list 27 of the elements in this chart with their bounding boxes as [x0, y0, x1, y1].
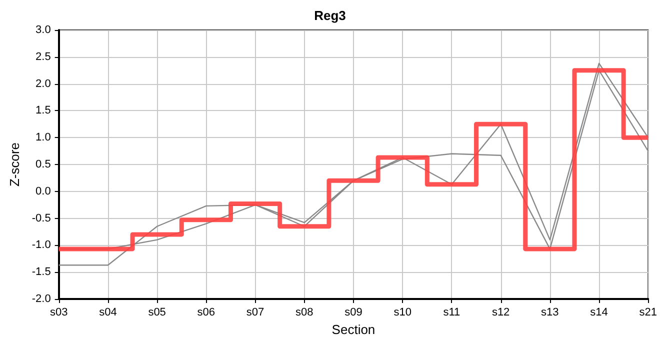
x-tick-label: s05 [148, 306, 166, 318]
x-tick-label: s07 [246, 306, 264, 318]
y-tick-label: -1.0 [32, 239, 51, 252]
y-tick-label: -2.0 [32, 293, 51, 305]
x-tick-label: s08 [296, 306, 314, 318]
x-tick-label: s09 [344, 306, 362, 318]
y-axis-title: Z-score [7, 142, 22, 187]
x-tick-label: s12 [492, 306, 510, 318]
y-tick-label: 1.5 [36, 104, 51, 117]
x-tick-label: s21 [639, 306, 658, 318]
chart-title: Reg3 [314, 8, 346, 23]
x-tick-label: s14 [590, 306, 608, 318]
x-tick-label: s06 [197, 306, 216, 318]
y-tick-label: -0.5 [32, 212, 51, 224]
y-tick-label: 0.0 [36, 185, 51, 198]
x-tick-label: s03 [50, 306, 68, 318]
x-tick-label: s10 [394, 306, 412, 318]
y-tick-label: 0.5 [36, 158, 51, 170]
y-tick-label: 2.5 [36, 50, 51, 63]
x-tick-label: s11 [443, 306, 460, 318]
x-tick-label: s13 [541, 306, 559, 318]
y-tick-label: 2.0 [36, 78, 51, 90]
y-tick-label: 1.0 [36, 132, 51, 144]
x-axis-title: Section [332, 322, 376, 337]
y-tick-label: 3.0 [36, 24, 51, 36]
x-tick-label: s04 [99, 306, 117, 318]
y-tick-label: -1.5 [32, 266, 51, 278]
